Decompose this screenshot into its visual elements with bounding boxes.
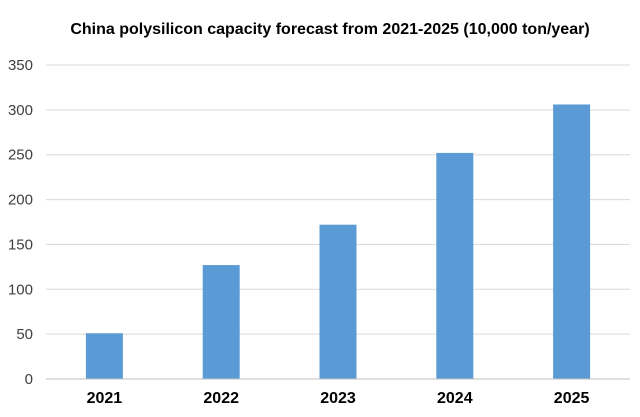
y-tick-label: 300	[8, 102, 33, 119]
bar-2022	[202, 265, 240, 379]
bar-2024	[436, 152, 474, 379]
bars	[85, 104, 591, 379]
x-tick-label: 2022	[203, 390, 239, 407]
chart-title: China polysilicon capacity forecast from…	[70, 21, 589, 38]
x-tick-label: 2025	[554, 390, 590, 407]
x-tick-label: 2021	[87, 390, 123, 407]
y-tick-label: 350	[8, 57, 33, 74]
y-tick-label: 200	[8, 192, 33, 209]
y-axis-ticks: 0 50 100 150 200 250 300 350	[8, 57, 33, 388]
bar-2023	[319, 224, 357, 379]
y-tick-label: 250	[8, 147, 33, 164]
x-tick-label: 2023	[320, 390, 356, 407]
y-tick-label: 0	[25, 371, 33, 388]
y-tick-label: 50	[16, 326, 33, 343]
bar-2025	[553, 104, 591, 379]
y-tick-label: 100	[8, 281, 33, 298]
x-tick-label: 2024	[437, 390, 473, 407]
bar-2021	[85, 333, 123, 379]
y-tick-label: 150	[8, 236, 33, 253]
x-axis-ticks: 2021 2022 2023 2024 2025	[87, 390, 590, 407]
